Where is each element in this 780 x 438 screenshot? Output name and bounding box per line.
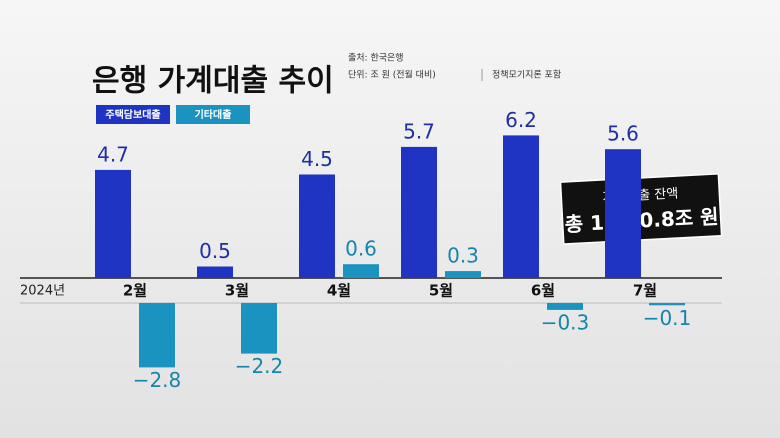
legend-label: 기타대출 — [195, 108, 232, 121]
bar — [547, 303, 583, 310]
note: 정책모기지론 포함 — [492, 69, 561, 81]
legend-swatch — [176, 105, 250, 124]
x-tick-label: 7월 — [633, 282, 657, 300]
bar — [503, 135, 539, 278]
value-label: 5.7 — [403, 119, 435, 143]
bar — [401, 146, 437, 278]
value-label: −2.2 — [235, 354, 284, 378]
value-label: −0.3 — [541, 310, 590, 334]
bar — [445, 271, 481, 278]
legend-swatch — [96, 105, 170, 124]
value-label: 4.7 — [97, 142, 129, 166]
bar — [605, 149, 641, 278]
chart-title: 은행 가계대출 추이 — [92, 64, 334, 99]
x-label: 2024년 — [20, 284, 65, 299]
x-tick-label: 2월 — [123, 282, 147, 300]
bar — [649, 303, 685, 306]
bar — [197, 266, 233, 278]
value-label: −2.8 — [133, 368, 182, 392]
value-label: −0.1 — [643, 306, 692, 330]
bar — [343, 264, 379, 278]
x-tick-label: 4월 — [327, 282, 351, 300]
value-label: 0.3 — [447, 244, 479, 268]
bar — [139, 303, 175, 368]
value-label: 4.5 — [301, 147, 333, 171]
annotation-box: 가계대출 잔액 총 1,120.8조 원 — [559, 173, 723, 245]
legend-label: 주택담보대출 — [105, 108, 160, 121]
x-tick-label: 5월 — [429, 282, 453, 300]
x-tick-label: 3월 — [225, 282, 249, 300]
bar — [95, 169, 131, 278]
value-label: 6.2 — [505, 108, 537, 132]
source: 출처: 한국은행 — [348, 52, 404, 64]
value-label: 5.6 — [607, 122, 639, 146]
unit-note: 단위: 조 원 (전월 대비) — [348, 69, 436, 81]
value-label: 0.5 — [199, 239, 231, 263]
x-tick-label: 6월 — [531, 282, 555, 300]
value-label: 0.6 — [345, 237, 377, 261]
bar — [241, 303, 277, 354]
bar — [299, 174, 335, 278]
